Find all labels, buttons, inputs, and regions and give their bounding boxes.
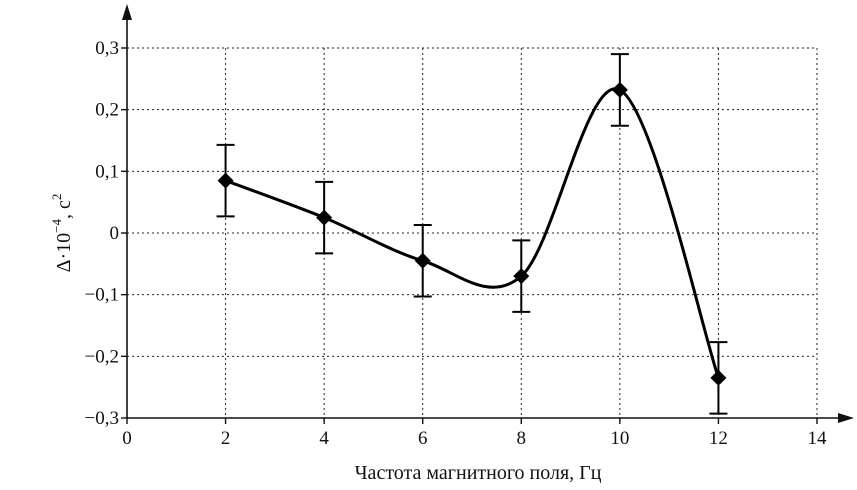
x-tick-label-0: 0 <box>122 428 132 449</box>
y-axis-title-unit: , с <box>53 200 75 219</box>
y-tick-label-0: −0,3 <box>85 408 119 429</box>
data-point-2 <box>414 252 431 269</box>
x-tick-label-5: 10 <box>610 428 629 449</box>
data-point-3 <box>513 268 530 285</box>
error-bars <box>216 53 728 415</box>
y-axis-title-unit-exp: 2 <box>49 194 64 201</box>
data-point-5 <box>710 369 727 386</box>
x-tick-label-4: 8 <box>517 428 527 449</box>
y-axis-arrow <box>122 4 132 20</box>
y-tick-label-1: −0,2 <box>85 346 119 367</box>
y-tick-label-3: 0 <box>110 223 120 244</box>
y-tick-label-4: 0,1 <box>95 161 119 182</box>
svg-text:Δ·10−4, с2: Δ·10−4, с2 <box>49 194 75 273</box>
y-axis-title: Δ·10−4, с2 <box>49 194 75 273</box>
data-markers <box>217 81 727 386</box>
y-axis-title-main: Δ·10 <box>53 233 75 273</box>
x-tick-label-6: 12 <box>709 428 728 449</box>
y-tick-label-5: 0,2 <box>95 100 119 121</box>
data-point-4 <box>611 81 628 98</box>
tick-labels: 0 2 4 6 8 10 12 14 −0,3 −0,2 −0,1 0 0,1 0,2 0,3 <box>85 38 827 449</box>
axes <box>122 4 854 423</box>
y-tick-label-2: −0,1 <box>85 285 119 306</box>
y-tick-label-6: 0,3 <box>95 38 119 59</box>
data-point-0 <box>217 172 234 189</box>
x-axis-title: Частота магнитного поля, Гц <box>355 462 602 484</box>
x-tick-label-2: 4 <box>319 428 329 449</box>
x-tick-label-1: 2 <box>221 428 231 449</box>
x-tick-label-3: 6 <box>418 428 428 449</box>
x-tick-label-7: 14 <box>808 428 828 449</box>
y-axis-title-exp: −4 <box>49 219 64 233</box>
x-axis-arrow <box>838 413 854 423</box>
data-point-1 <box>316 209 333 226</box>
